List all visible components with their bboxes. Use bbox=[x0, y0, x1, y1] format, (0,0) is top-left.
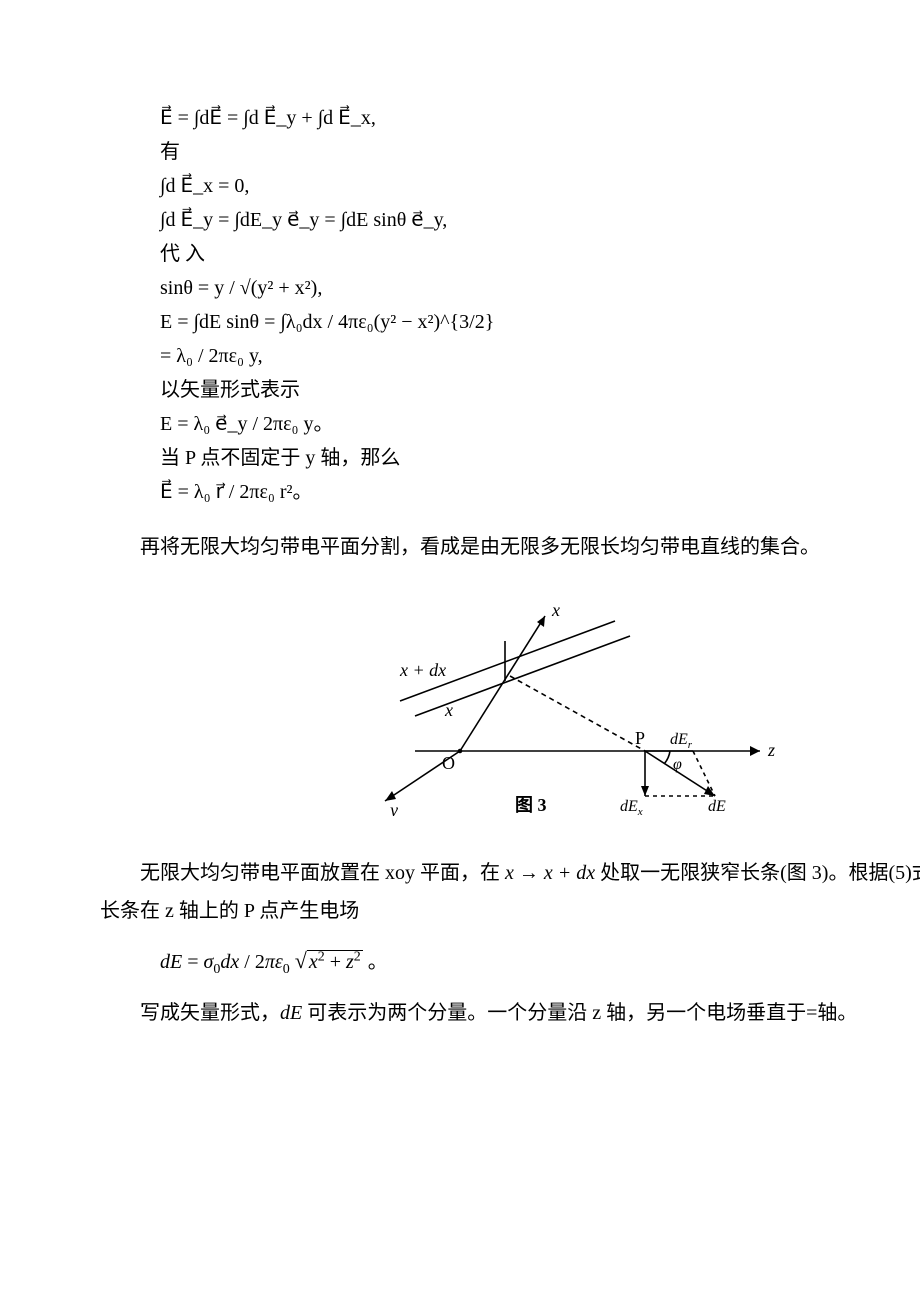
eq-line-12: E⃗ = λ₀ r⃗ / 2πε₀ r²。 bbox=[160, 476, 920, 508]
fig3-label-z: z bbox=[767, 740, 775, 760]
figure-3: x + dx x x O y P z dEr φ dEx dE 图 3 bbox=[100, 586, 920, 829]
paragraph-2: 无限大均匀带电平面放置在 xoy 平面，在 x → x + dx 处取一无限狭窄… bbox=[100, 854, 920, 930]
eq-line-5: 代 入 bbox=[160, 238, 920, 270]
eq-line-4: ∫d E⃗_y = ∫dE_y e⃗_y = ∫dE sinθ e⃗_y, bbox=[160, 204, 920, 236]
paragraph-1: 再将无限大均匀带电平面分割，看成是由无限多无限长均匀带电直线的集合。 bbox=[100, 528, 920, 566]
fig3-caption: 图 3 bbox=[515, 795, 547, 815]
fig3-label-x-axis: x bbox=[551, 600, 560, 620]
eq-line-9: 以矢量形式表示 bbox=[160, 374, 920, 406]
eq-line-7: E = ∫dE sinθ = ∫λ₀dx / 4πε₀(y² − x²)^{3/… bbox=[160, 306, 920, 338]
fig3-label-dEr: dEr bbox=[670, 731, 693, 751]
fig3-label-dEx: dEx bbox=[620, 798, 643, 816]
fig3-label-y: y bbox=[388, 800, 398, 816]
para2-math: x → x + dx bbox=[505, 862, 595, 884]
paragraph-3: 写成矢量形式，dE 可表示为两个分量。一个分量沿 z 轴，另一个电场垂直于=轴。 bbox=[100, 994, 920, 1032]
fig3-label-x: x bbox=[444, 700, 453, 720]
eq-line-10: E = λ₀ e⃗_y / 2πε₀ y。 bbox=[160, 408, 920, 440]
fig3-label-dE: dE bbox=[708, 798, 726, 815]
eq-line-11: 当 P 点不固定于 y 轴，那么 bbox=[160, 442, 920, 474]
fig3-label-phi: φ bbox=[673, 756, 682, 773]
fig3-label-x-plus-dx: x + dx bbox=[399, 660, 446, 680]
para3-text-a: 写成矢量形式， bbox=[140, 1002, 280, 1024]
equation-dE: dE = σ0dx / 2πε0 √x2 + z2 。 bbox=[160, 940, 920, 984]
figure-3-svg: x + dx x x O y P z dEr φ dEx dE 图 3 bbox=[330, 586, 790, 816]
equation-block-1: E⃗ = ∫dE⃗ = ∫d E⃗_y + ∫d E⃗_x, 有 ∫d E⃗_x… bbox=[160, 102, 920, 508]
para3-text-b: 可表示为两个分量。一个分量沿 z 轴，另一个电场垂直于=轴。 bbox=[302, 1002, 857, 1024]
eq-line-8: = λ₀ / 2πε₀ y, bbox=[160, 340, 920, 372]
fig3-label-O: O bbox=[442, 753, 455, 773]
para2-part-a: 无限大均匀带电平面放置在 xoy 平面，在 bbox=[140, 862, 505, 884]
eq-line-1: E⃗ = ∫dE⃗ = ∫d E⃗_y + ∫d E⃗_x, bbox=[160, 102, 920, 134]
eq-line-2: 有 bbox=[160, 136, 920, 168]
eq-line-3: ∫d E⃗_x = 0, bbox=[160, 170, 920, 202]
fig3-label-P: P bbox=[635, 728, 645, 748]
eq-line-6: sinθ = y / √(y² + x²), bbox=[160, 272, 920, 304]
para3-dE: dE bbox=[280, 1002, 302, 1024]
